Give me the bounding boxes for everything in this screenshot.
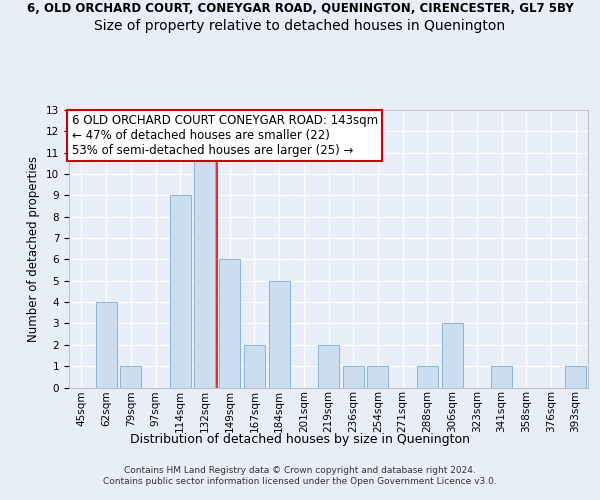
Bar	[219, 260, 240, 388]
Bar	[491, 366, 512, 388]
Text: Distribution of detached houses by size in Quenington: Distribution of detached houses by size …	[130, 432, 470, 446]
Text: 6, OLD ORCHARD COURT, CONEYGAR ROAD, QUENINGTON, CIRENCESTER, GL7 5BY: 6, OLD ORCHARD COURT, CONEYGAR ROAD, QUE…	[26, 2, 574, 16]
Text: Contains HM Land Registry data © Crown copyright and database right 2024.: Contains HM Land Registry data © Crown c…	[124, 466, 476, 475]
Text: Size of property relative to detached houses in Quenington: Size of property relative to detached ho…	[94, 19, 506, 33]
Text: Contains public sector information licensed under the Open Government Licence v3: Contains public sector information licen…	[103, 478, 497, 486]
Bar	[442, 324, 463, 388]
Bar	[194, 152, 215, 388]
Bar	[565, 366, 586, 388]
Text: 6 OLD ORCHARD COURT CONEYGAR ROAD: 143sqm
← 47% of detached houses are smaller (: 6 OLD ORCHARD COURT CONEYGAR ROAD: 143sq…	[71, 114, 378, 157]
Bar	[95, 302, 116, 388]
Bar	[170, 196, 191, 388]
Bar	[367, 366, 388, 388]
Y-axis label: Number of detached properties: Number of detached properties	[28, 156, 40, 342]
Bar	[343, 366, 364, 388]
Bar	[244, 345, 265, 388]
Bar	[417, 366, 438, 388]
Bar	[318, 345, 339, 388]
Bar	[120, 366, 141, 388]
Bar	[269, 281, 290, 388]
